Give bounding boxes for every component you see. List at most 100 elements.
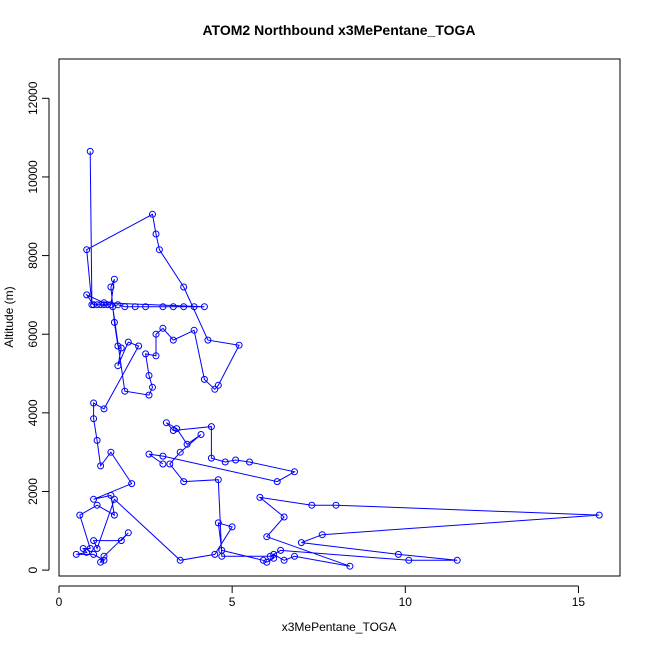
data-point xyxy=(93,301,101,309)
y-tick-label: 2000 xyxy=(26,478,40,505)
data-point xyxy=(83,291,91,299)
data-point xyxy=(235,341,243,349)
data-point xyxy=(256,493,264,501)
data-point xyxy=(107,448,115,456)
data-point xyxy=(90,399,98,407)
data-point xyxy=(297,539,305,547)
data-point xyxy=(72,550,80,558)
data-point xyxy=(180,283,188,291)
y-axis-label: Altitude (m) xyxy=(2,286,16,347)
data-point xyxy=(97,462,105,470)
data-point xyxy=(291,468,298,476)
data-point xyxy=(159,303,167,311)
data-point xyxy=(218,552,226,560)
data-point xyxy=(100,299,108,307)
y-tick-label: 0 xyxy=(26,566,40,573)
data-point xyxy=(176,448,184,456)
data-point xyxy=(83,548,91,556)
data-point xyxy=(394,550,402,558)
data-point xyxy=(86,147,94,155)
data-point xyxy=(117,344,125,352)
data-point xyxy=(142,303,150,311)
data-point xyxy=(131,303,139,311)
data-point xyxy=(280,513,288,521)
data-point xyxy=(169,427,177,434)
data-point xyxy=(263,533,271,541)
data-point xyxy=(93,545,101,552)
data-point xyxy=(346,562,354,570)
data-point xyxy=(190,303,198,311)
data-series xyxy=(72,147,603,570)
data-point xyxy=(90,550,98,558)
data-point xyxy=(145,391,153,399)
data-point xyxy=(270,554,278,562)
y-axis: 0 2000 4000 6000 8000 10000 12000 xyxy=(26,81,50,573)
data-point xyxy=(97,301,105,309)
series-line xyxy=(76,151,600,567)
data-point xyxy=(291,552,298,560)
data-point xyxy=(142,350,150,358)
x-tick-label: 0 xyxy=(56,595,63,609)
data-point xyxy=(214,476,222,484)
data-point xyxy=(259,556,267,564)
data-point xyxy=(124,529,132,537)
data-point xyxy=(214,519,222,527)
data-point xyxy=(145,372,153,379)
data-point xyxy=(211,550,219,558)
y-tick-label: 10000 xyxy=(26,160,40,194)
data-point xyxy=(121,387,129,395)
data-point xyxy=(405,556,413,564)
data-point xyxy=(93,501,101,509)
y-tick-label: 6000 xyxy=(26,321,40,348)
data-point xyxy=(159,452,167,460)
data-point xyxy=(110,495,118,503)
x-tick-label: 5 xyxy=(229,595,236,609)
data-point xyxy=(197,431,205,438)
data-point xyxy=(207,454,215,462)
x-axis: 0 5 10 15 xyxy=(56,585,586,609)
data-point xyxy=(135,342,143,350)
data-point xyxy=(117,537,125,545)
data-point xyxy=(232,456,240,464)
data-point xyxy=(107,491,115,499)
y-tick-label: 4000 xyxy=(26,399,40,426)
data-point xyxy=(270,550,278,558)
chart-title: ATOM2 Northbound x3MePentane_TOGA xyxy=(202,22,475,38)
data-point xyxy=(214,381,222,389)
data-point xyxy=(211,385,219,393)
data-point xyxy=(152,230,160,238)
data-point xyxy=(159,460,167,468)
data-point xyxy=(90,495,98,503)
data-point xyxy=(162,419,170,427)
data-point xyxy=(152,330,160,338)
data-point xyxy=(228,523,236,531)
data-point xyxy=(595,511,603,519)
data-point xyxy=(183,440,191,448)
data-point xyxy=(100,405,108,413)
data-point xyxy=(152,352,160,360)
plot-frame xyxy=(58,58,621,577)
data-point xyxy=(173,425,181,433)
x-axis-label: x3MePentane_TOGA xyxy=(282,620,397,634)
data-point xyxy=(86,545,94,552)
data-point xyxy=(107,283,115,291)
data-point xyxy=(110,511,118,519)
data-point xyxy=(169,303,177,311)
data-point xyxy=(110,318,118,326)
data-point xyxy=(169,336,177,344)
data-point xyxy=(159,324,167,332)
data-point xyxy=(145,450,153,458)
data-point xyxy=(200,303,208,311)
x-tick-label: 15 xyxy=(572,595,586,609)
data-point xyxy=(121,303,129,311)
data-point xyxy=(90,415,98,423)
data-point xyxy=(180,303,188,311)
data-point xyxy=(124,338,132,346)
data-point xyxy=(104,301,111,309)
data-point xyxy=(155,246,163,254)
data-point xyxy=(76,511,84,519)
data-point xyxy=(221,458,229,466)
data-point xyxy=(90,537,98,545)
